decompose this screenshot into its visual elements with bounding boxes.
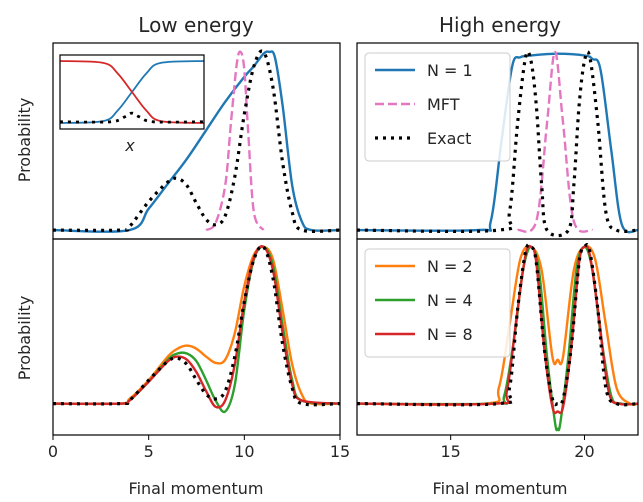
series-high-top-mft: [517, 50, 594, 233]
legend-label-high-top-1: MFT: [427, 95, 460, 114]
panel-high-energy-bottom: N = 2N = 4N = 8 15 20: [356, 238, 639, 461]
series-low-top-mft: [205, 50, 265, 232]
xtick-label-high-bottom-20: 20: [574, 442, 594, 461]
series-low-bottom-n2: [52, 245, 341, 406]
frame-low-bottom: [52, 238, 341, 436]
xtick-label-low-bottom-10: 10: [234, 442, 254, 461]
legend-label-high-bottom-1: N = 4: [427, 291, 473, 310]
panel-low-energy-bottom: 0 5 10 15: [48, 238, 350, 461]
series-high-top-exact: [356, 50, 639, 238]
inset-exact: [59, 111, 205, 124]
series-low-bottom-exact: [52, 244, 341, 407]
series-high-top-n1: [356, 52, 639, 234]
ylabel-bottom: Probability: [15, 296, 34, 381]
panel-high-energy-top: N = 1 MFT Exact: [356, 42, 639, 240]
series-high-bottom-exact: [356, 242, 639, 407]
title-high-energy: High energy: [439, 13, 561, 37]
xtick-label-high-bottom-15: 15: [440, 442, 460, 461]
inset-frame: [59, 54, 205, 130]
frame-high-bottom: [356, 238, 639, 436]
legend-box-high-bottom: [364, 248, 511, 358]
series-low-bottom-n4: [52, 245, 341, 414]
legend-top: N = 1 MFT Exact: [364, 52, 511, 162]
legend-box-high-top: [364, 52, 511, 162]
legend-label-high-bottom-0: N = 2: [427, 257, 473, 276]
series-high-bottom-n2: [356, 244, 639, 406]
xtick-label-low-bottom-15: 15: [330, 442, 350, 461]
title-low-energy: Low energy: [138, 13, 254, 37]
xlabel-low: Final momentum: [129, 479, 264, 498]
xlabel-high: Final momentum: [433, 479, 568, 498]
ylabel-top: Probability: [15, 98, 34, 183]
inset-axes: x: [59, 54, 205, 155]
legend-bottom: N = 2 N = 4 N = 8: [364, 248, 511, 358]
xticks-low: 0 5 10 15: [48, 435, 350, 461]
xticks-high: 15 20: [440, 435, 595, 461]
xtick-label-low-bottom-5: 5: [144, 442, 154, 461]
legend-label-high-top-0: N = 1: [427, 61, 473, 80]
inset-xlabel: x: [124, 136, 135, 155]
xtick-label-low-bottom-0: 0: [48, 442, 58, 461]
legend-label-high-top-2: Exact: [427, 129, 471, 148]
legend-label-high-bottom-2: N = 8: [427, 325, 473, 344]
